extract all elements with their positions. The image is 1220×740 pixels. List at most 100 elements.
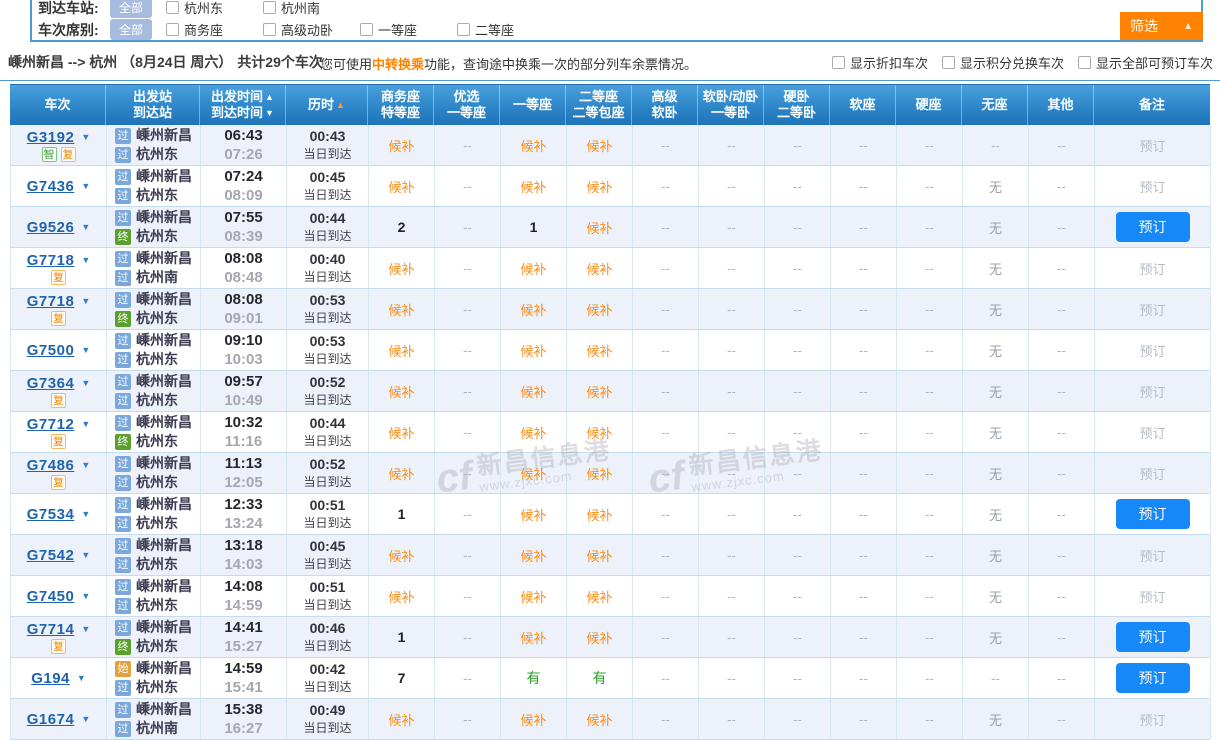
chevron-down-icon[interactable]: ▼	[81, 549, 91, 560]
seat-class-all-button[interactable]: 全部	[110, 19, 153, 40]
column-header-2[interactable]: 出发时间 ▲ 到达时间 ▼	[200, 85, 286, 125]
column-header-3[interactable]: 历时 ▲	[286, 85, 368, 125]
display-toggle-0-checkbox[interactable]	[831, 56, 845, 69]
seat-cell: 候补	[369, 453, 435, 493]
times-cell: 09:57 10:49	[201, 371, 287, 411]
train-number-link[interactable]: G7718	[26, 292, 75, 310]
seat-availability: --	[793, 424, 802, 440]
train-row-G7712: G7712 ▼ 复 过嵊州新昌终杭州东 10:32 11:16 00:44 当日到达 候补 -- 候…	[10, 412, 1211, 453]
seat-cell: 候补	[501, 617, 567, 657]
book-button[interactable]: 预订	[1115, 499, 1190, 529]
chevron-down-icon[interactable]: ▼	[81, 713, 91, 724]
display-toggle-2-checkbox[interactable]	[1077, 56, 1091, 69]
chevron-down-icon[interactable]: ▼	[81, 623, 91, 634]
train-number-link[interactable]: G7500	[26, 341, 75, 359]
chevron-down-icon[interactable]: ▼	[76, 672, 86, 683]
seat-option-2[interactable]: 一等座	[360, 20, 457, 39]
train-number-link[interactable]: G7718	[26, 251, 75, 269]
arrival-option-0-checkbox[interactable]	[166, 1, 180, 14]
train-row-G7542: G7542 ▼ 过嵊州新昌过杭州东 13:18 14:03 00:45 当日到达 候补 -- 候补…	[10, 535, 1211, 576]
arrival-option-1[interactable]: 杭州南	[263, 0, 360, 17]
stations-cell: 过嵊州新昌过杭州东	[107, 166, 201, 206]
chevron-down-icon[interactable]: ▼	[81, 295, 91, 306]
seat-availability: 7	[397, 670, 406, 686]
seat-cell: --	[765, 617, 831, 657]
seat-option-0[interactable]: 商务座	[166, 20, 263, 39]
chevron-down-icon[interactable]: ▼	[81, 459, 91, 470]
duration-cell: 00:40 当日到达	[287, 248, 369, 288]
sort-desc-icon[interactable]: ▼	[265, 108, 274, 118]
seat-cell: 候补	[501, 412, 567, 452]
chevron-down-icon[interactable]: ▼	[81, 221, 91, 232]
seat-option-3-checkbox[interactable]	[457, 23, 471, 36]
duration: 00:43	[309, 128, 346, 144]
book-button[interactable]: 预订	[1115, 212, 1190, 242]
column-header-7: 二等座 二等包座	[566, 85, 632, 125]
train-number-link[interactable]: G7712	[26, 415, 75, 433]
departure-time: 06:43	[224, 127, 263, 144]
seat-cell: 候补	[369, 371, 435, 411]
seat-availability: --	[463, 342, 472, 358]
seat-option-2-checkbox[interactable]	[360, 23, 374, 36]
train-number-link[interactable]: G7364	[26, 374, 75, 392]
seat-cell: --	[633, 125, 699, 165]
chevron-down-icon[interactable]: ▼	[81, 344, 91, 355]
chevron-down-icon[interactable]: ▼	[81, 131, 91, 142]
train-number-link[interactable]: G7542	[26, 546, 75, 564]
seat-cell: 候补	[567, 412, 633, 452]
seat-cell: --	[699, 125, 765, 165]
seat-option-3[interactable]: 二等座	[457, 20, 554, 39]
display-toggle-1-checkbox[interactable]	[941, 56, 955, 69]
chevron-down-icon[interactable]: ▼	[81, 418, 91, 429]
train-number-link[interactable]: G9526	[26, 218, 75, 236]
train-number-link[interactable]: G194	[31, 669, 70, 687]
chevron-down-icon[interactable]: ▼	[81, 377, 91, 388]
filter-button[interactable]: 筛选 ▲	[1120, 12, 1203, 40]
seat-availability: --	[727, 178, 736, 194]
train-number-link[interactable]: G1674	[26, 710, 75, 728]
seat-option-1[interactable]: 高级动卧	[263, 20, 360, 39]
sort-asc-icon[interactable]: ▲	[265, 92, 274, 102]
seat-option-0-checkbox[interactable]	[166, 23, 180, 36]
display-toggle-2[interactable]: 显示全部可预订车次	[1077, 53, 1213, 72]
duration: 00:52	[309, 374, 346, 390]
seat-availability: --	[925, 629, 934, 645]
seat-availability: --	[793, 588, 802, 604]
seat-option-1-checkbox[interactable]	[263, 23, 277, 36]
chevron-down-icon[interactable]: ▼	[81, 180, 91, 191]
display-toggle-0[interactable]: 显示折扣车次	[831, 53, 928, 72]
arrival-station: 终杭州东	[115, 637, 178, 656]
arrival-station-all-button[interactable]: 全部	[110, 0, 153, 18]
train-cell: G1674 ▼	[11, 699, 107, 739]
seat-availability: 无	[988, 589, 1002, 605]
column-header-text: 备注	[1138, 97, 1165, 112]
train-cell: G7714 ▼ 复	[11, 617, 107, 657]
book-button[interactable]: 预订	[1115, 663, 1190, 693]
train-number-link[interactable]: G7534	[26, 505, 75, 523]
chevron-down-icon[interactable]: ▼	[81, 508, 91, 519]
seat-option-1-label: 高级动卧	[281, 23, 334, 38]
seat-availability: --	[859, 465, 868, 481]
train-number-link[interactable]: G3192	[26, 128, 75, 146]
display-toggle-1[interactable]: 显示积分兑换车次	[941, 53, 1064, 72]
seat-availability: --	[661, 711, 670, 727]
transfer-link[interactable]: 中转换乘	[372, 57, 425, 72]
seat-availability: 1	[397, 629, 406, 645]
train-number-link[interactable]: G7436	[26, 177, 75, 195]
chevron-down-icon[interactable]: ▼	[81, 590, 91, 601]
duration-cell: 00:49 当日到达	[287, 699, 369, 739]
arrival-option-0[interactable]: 杭州东	[166, 0, 263, 17]
chevron-down-icon[interactable]: ▼	[81, 254, 91, 265]
book-button[interactable]: 预订	[1115, 622, 1190, 652]
seat-availability: --	[463, 711, 472, 727]
train-number-link[interactable]: G7714	[26, 620, 75, 638]
sort-asc-icon[interactable]: ▲	[336, 100, 345, 110]
duration-cell: 00:51 当日到达	[287, 494, 369, 534]
train-number-link[interactable]: G7486	[26, 456, 75, 474]
seat-cell: 有	[567, 658, 633, 698]
train-number-link[interactable]: G7450	[26, 587, 75, 605]
column-header-text: 软卧/动卧	[702, 89, 759, 104]
arrival-option-1-checkbox[interactable]	[263, 1, 277, 14]
column-header-5: 优选 一等座	[434, 85, 500, 125]
seat-availability: --	[661, 670, 670, 686]
